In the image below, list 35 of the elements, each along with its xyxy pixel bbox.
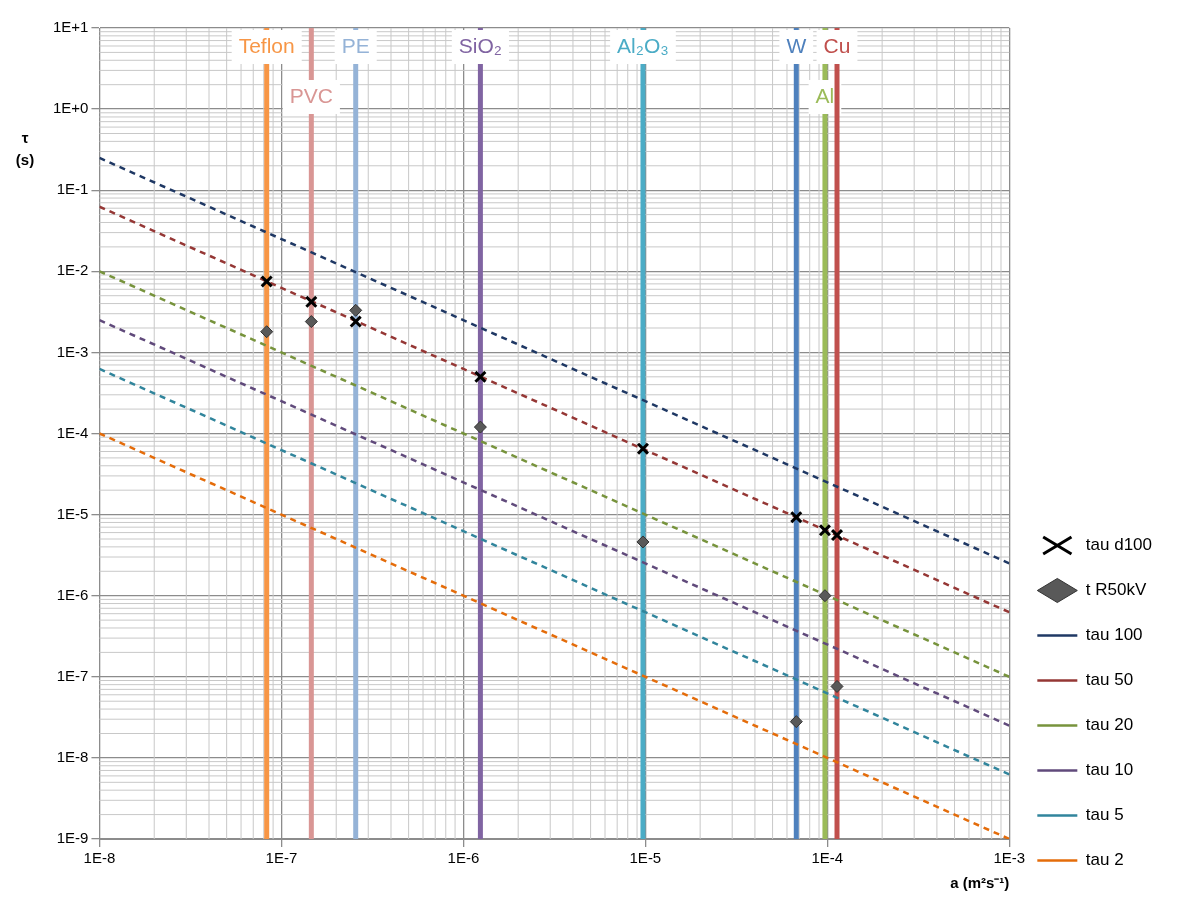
x-tick-label: 1E-6 (447, 849, 480, 867)
legend-label: tau 10 (1085, 760, 1134, 780)
legend-label: tau 5 (1085, 805, 1124, 825)
legend-label: t R50kV (1085, 580, 1147, 600)
y-tick-label: 1E+0 (53, 99, 89, 117)
x-axis-title: a (m²s⁻¹) (950, 874, 1010, 892)
legend-label: tau 2 (1085, 850, 1124, 870)
ref-line-label: Cu (823, 33, 851, 57)
y-tick-label: 1E-3 (56, 342, 89, 360)
ref-line-label: Teflon (238, 33, 295, 57)
ref-line-label: PVC (289, 83, 333, 107)
x-tick-label: 1E-5 (629, 849, 662, 867)
legend-label: tau 20 (1085, 715, 1134, 735)
y-axis-title: τ (s) (15, 129, 35, 168)
y-tick-label: 1E-6 (56, 585, 89, 603)
ref-line-label: PE (341, 33, 370, 57)
legend-label: tau 100 (1085, 625, 1143, 645)
legend-label: tau 50 (1085, 670, 1134, 690)
ref-line-label: Al₂O₃ (617, 33, 669, 57)
ref-line-label: Al (815, 83, 835, 107)
y-tick-label: 1E-8 (56, 748, 89, 766)
y-tick-label: 1E-2 (56, 261, 89, 279)
legend-label: tau d100 (1085, 535, 1153, 555)
y-tick-label: 1E-7 (56, 666, 89, 684)
x-tick-label: 1E-3 (993, 849, 1026, 867)
ref-line-label: W (786, 33, 807, 57)
x-tick-label: 1E-4 (811, 849, 844, 867)
y-tick-label: 1E-9 (56, 829, 89, 847)
y-tick-label: 1E+1 (53, 18, 89, 36)
y-tick-label: 1E-4 (56, 423, 89, 441)
ref-line-label: SiO₂ (458, 33, 502, 57)
y-tick-label: 1E-1 (56, 180, 89, 198)
x-tick-label: 1E-7 (265, 849, 298, 867)
x-tick-label: 1E-8 (83, 849, 116, 867)
y-tick-label: 1E-5 (56, 504, 89, 522)
